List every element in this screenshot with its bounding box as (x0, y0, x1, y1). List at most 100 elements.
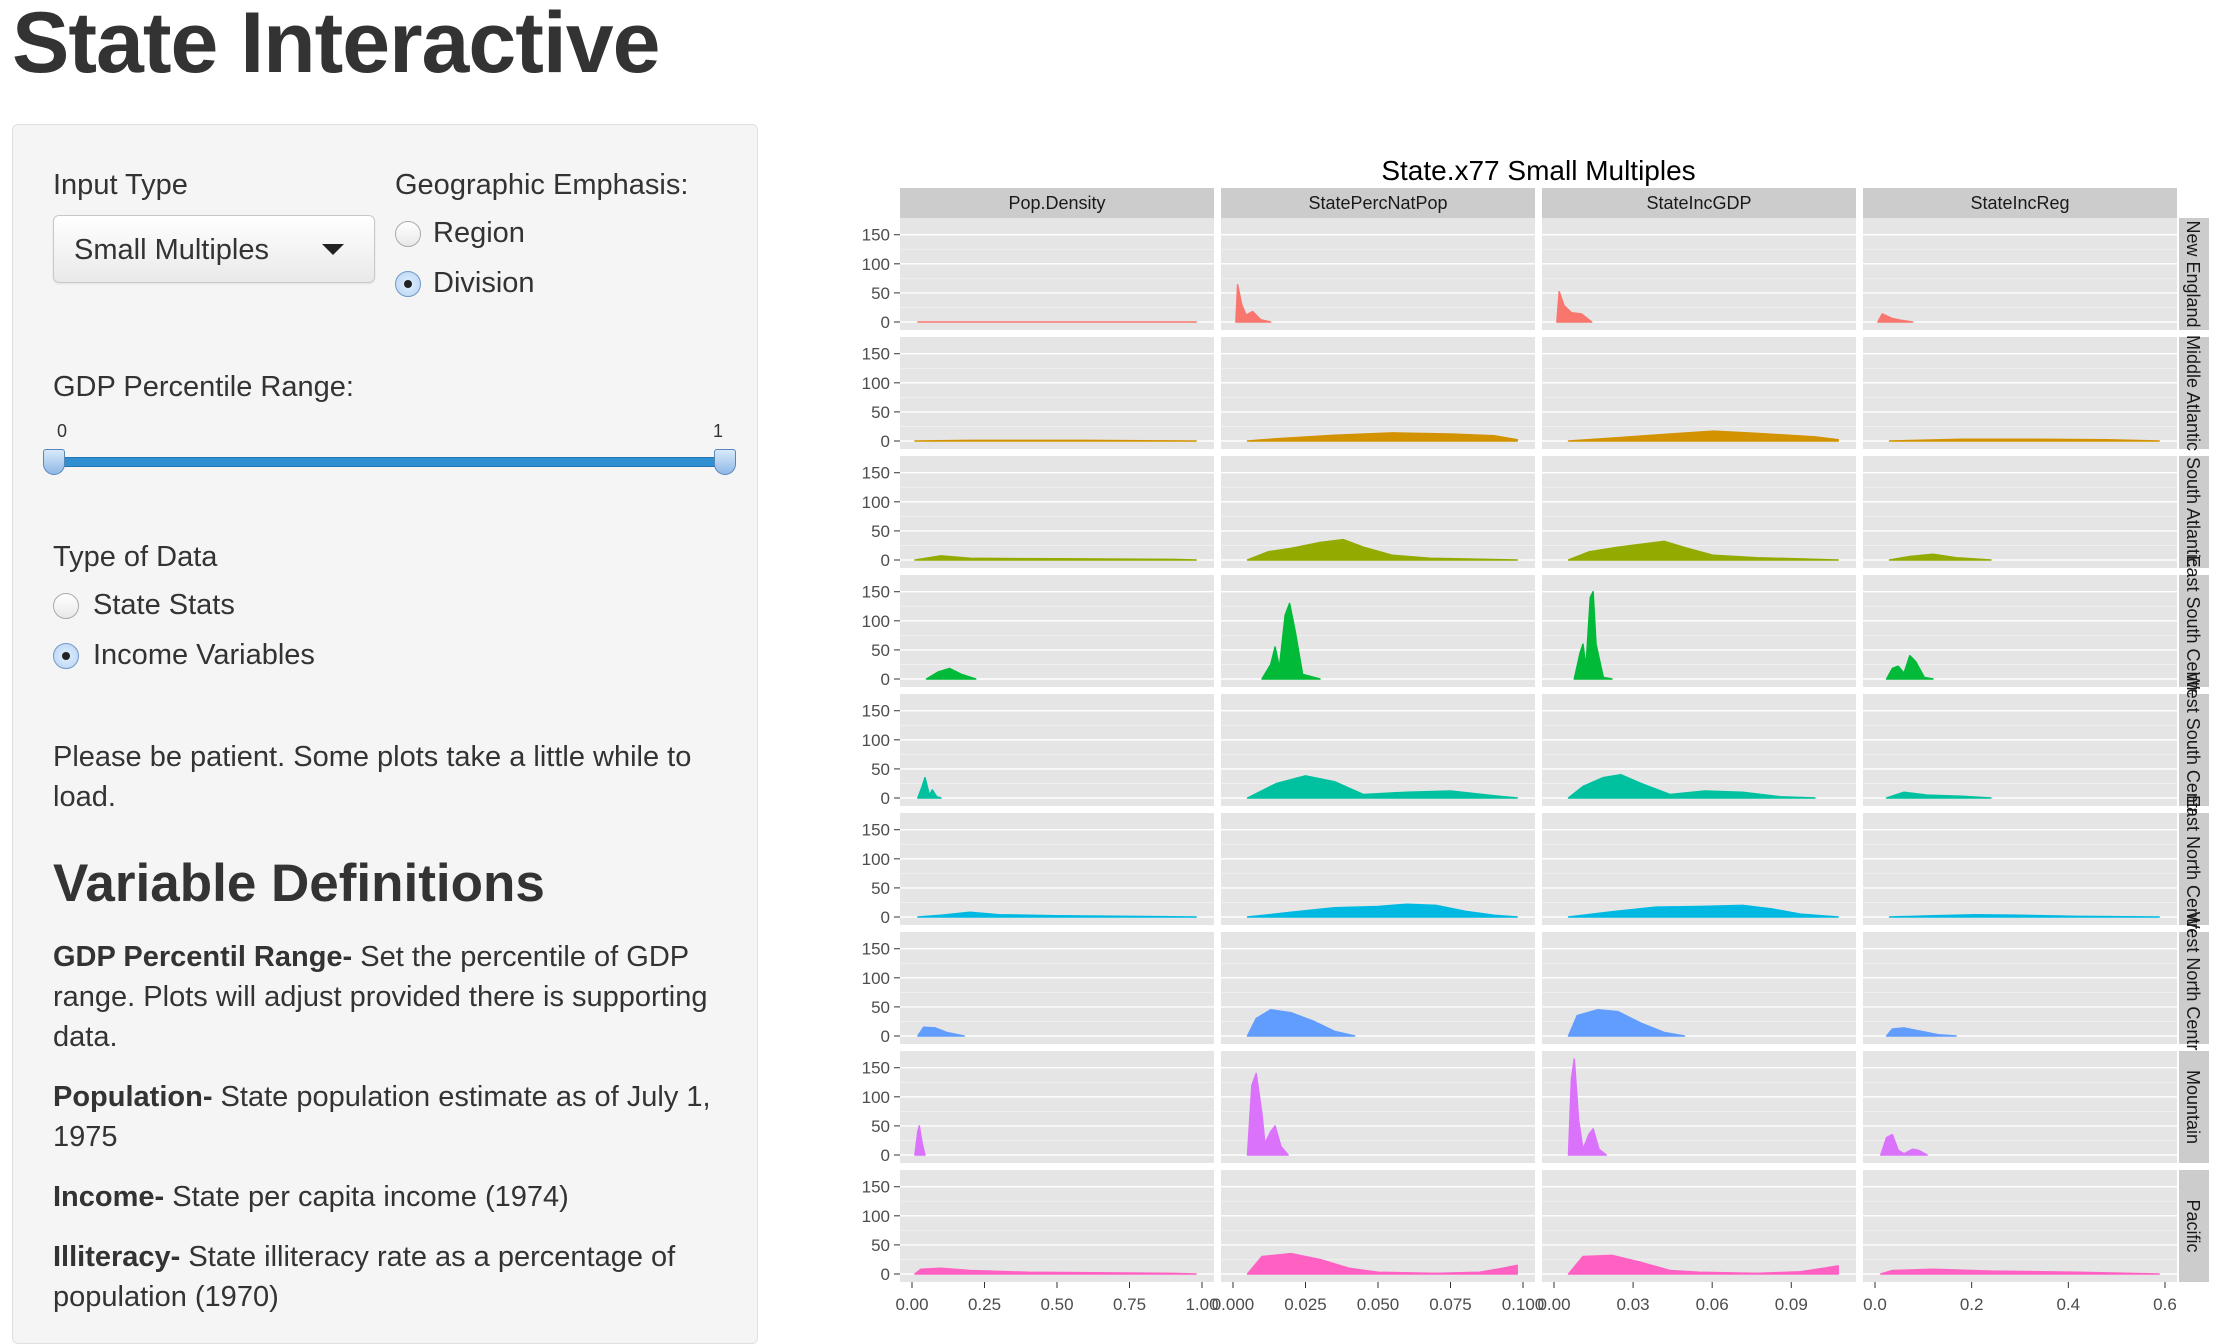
row-label: Pacific (2183, 1199, 2203, 1252)
panel-background (900, 932, 1214, 1044)
panel-background (1863, 218, 2177, 330)
y-tick-label: 50 (871, 284, 890, 303)
density-area (914, 1267, 1197, 1275)
input-type-value: Small Multiples (74, 234, 269, 266)
panel-background (1863, 694, 2177, 806)
y-tick-label: 0 (881, 1027, 890, 1046)
region-label[interactable]: Region (433, 217, 525, 249)
geo-emphasis-label: Geographic Emphasis: (395, 169, 689, 201)
density-area (1235, 284, 1272, 323)
row-label: Middle Atlantic (2183, 335, 2203, 451)
region-radio[interactable] (395, 221, 421, 247)
row-strip (2179, 1170, 2209, 1282)
x-tick-label: 0.2 (1960, 1295, 1984, 1314)
patience-note: Please be patient. Some plots take a lit… (53, 741, 692, 813)
gdp-range-max-label: 1 (713, 421, 724, 441)
x-tick-label: 0.6 (2153, 1295, 2177, 1314)
density-area (914, 439, 1197, 442)
state-stats-radio[interactable] (53, 593, 79, 619)
density-area (1567, 540, 1839, 561)
y-tick-label: 150 (862, 702, 890, 721)
input-type-label: Input Type (53, 169, 188, 201)
density-area (1246, 538, 1518, 561)
definition-population: Population- State population estimate as… (53, 1077, 733, 1157)
y-tick-label: 150 (862, 583, 890, 602)
density-area (1888, 913, 2160, 918)
row-label: South Atlantic (2183, 457, 2203, 567)
panel-background (1863, 337, 2177, 449)
density-area (914, 555, 1197, 561)
gdp-range-slider-track[interactable] (53, 457, 725, 467)
state-stats-label[interactable]: State Stats (93, 589, 235, 621)
definition-text: State illiteracy rate as a percentage of… (53, 1241, 676, 1313)
gdp-range-low-handle[interactable] (43, 449, 65, 475)
facet-strip-StatePercNatPop (1221, 188, 1535, 218)
x-tick-label: 0.00 (895, 1295, 928, 1314)
row-label: West South Central (2183, 672, 2203, 828)
y-tick-label: 50 (871, 1236, 890, 1255)
gdp-range-high-handle[interactable] (714, 449, 736, 475)
panel-background (1863, 1170, 2177, 1282)
x-tick-label: 0.50 (1040, 1295, 1073, 1314)
row-strip (2179, 456, 2209, 568)
definition-term: GDP Percentil Range- (53, 941, 353, 973)
density-area (1885, 1027, 1957, 1037)
y-tick-label: 50 (871, 403, 890, 422)
density-area (1573, 590, 1613, 680)
y-tick-label: 50 (871, 760, 890, 779)
y-tick-label: 0 (881, 789, 890, 808)
panel-background (900, 218, 1214, 330)
density-area (1567, 904, 1839, 918)
density-area (1567, 430, 1839, 442)
density-area (1567, 1254, 1839, 1275)
small-multiples-chart: State.x77 Small Multiples Pop.Density Stat… (862, 155, 2209, 1314)
density-area (1567, 773, 1816, 799)
chevron-down-icon (322, 244, 344, 255)
row-strip (2179, 575, 2209, 687)
density-area (1556, 290, 1593, 323)
y-tick-label: 0 (881, 313, 890, 332)
gdp-range-label: GDP Percentile Range: (53, 371, 354, 403)
x-tick-label: 0.050 (1357, 1295, 1400, 1314)
y-tick-label: 0 (881, 1146, 890, 1165)
density-area (1888, 438, 2160, 442)
sidebar-panel: Input Type Small Multiples Geographic Em… (12, 124, 758, 1344)
y-tick-label: 50 (871, 998, 890, 1017)
y-tick-label: 100 (862, 969, 890, 988)
row-label: Mountain (2183, 1070, 2203, 1144)
row-strip (2179, 218, 2209, 330)
y-tick-label: 150 (862, 821, 890, 840)
density-area (1567, 1058, 1607, 1156)
y-tick-label: 150 (862, 345, 890, 364)
panel-background (900, 575, 1214, 687)
panel-background (1863, 1051, 2177, 1163)
density-area (917, 1026, 965, 1037)
definition-income: Income- State per capita income (1974) (53, 1177, 733, 1217)
y-tick-label: 50 (871, 522, 890, 541)
definition-text: State population estimate as of July 1, … (53, 1081, 711, 1153)
definition-term: Income- (53, 1181, 165, 1213)
division-radio[interactable] (395, 271, 421, 297)
x-tick-label: 1.00 (1185, 1295, 1218, 1314)
density-area (1246, 1072, 1289, 1156)
data-type-label: Type of Data (53, 541, 218, 573)
division-label[interactable]: Division (433, 267, 535, 299)
page-title: State Interactive (12, 0, 660, 91)
y-tick-label: 150 (862, 1059, 890, 1078)
density-area (1885, 654, 1934, 680)
x-tick-label: 0.075 (1429, 1295, 1472, 1314)
x-tick-label: 0.75 (1113, 1295, 1146, 1314)
panel-background (900, 1170, 1214, 1282)
row-label: New England (2183, 220, 2203, 327)
row-strip (2179, 813, 2209, 925)
facet-strip-StateIncReg (1863, 188, 2177, 218)
input-type-select[interactable]: Small Multiples (53, 215, 375, 283)
density-area (1246, 1252, 1518, 1275)
definition-text: State per capita income (1974) (164, 1181, 569, 1213)
density-area (1880, 1133, 1928, 1156)
panel-background (900, 456, 1214, 568)
facet-label: Pop.Density (1008, 193, 1105, 213)
panel-background (1221, 337, 1535, 449)
income-variables-label[interactable]: Income Variables (93, 639, 315, 671)
income-variables-radio[interactable] (53, 643, 79, 669)
